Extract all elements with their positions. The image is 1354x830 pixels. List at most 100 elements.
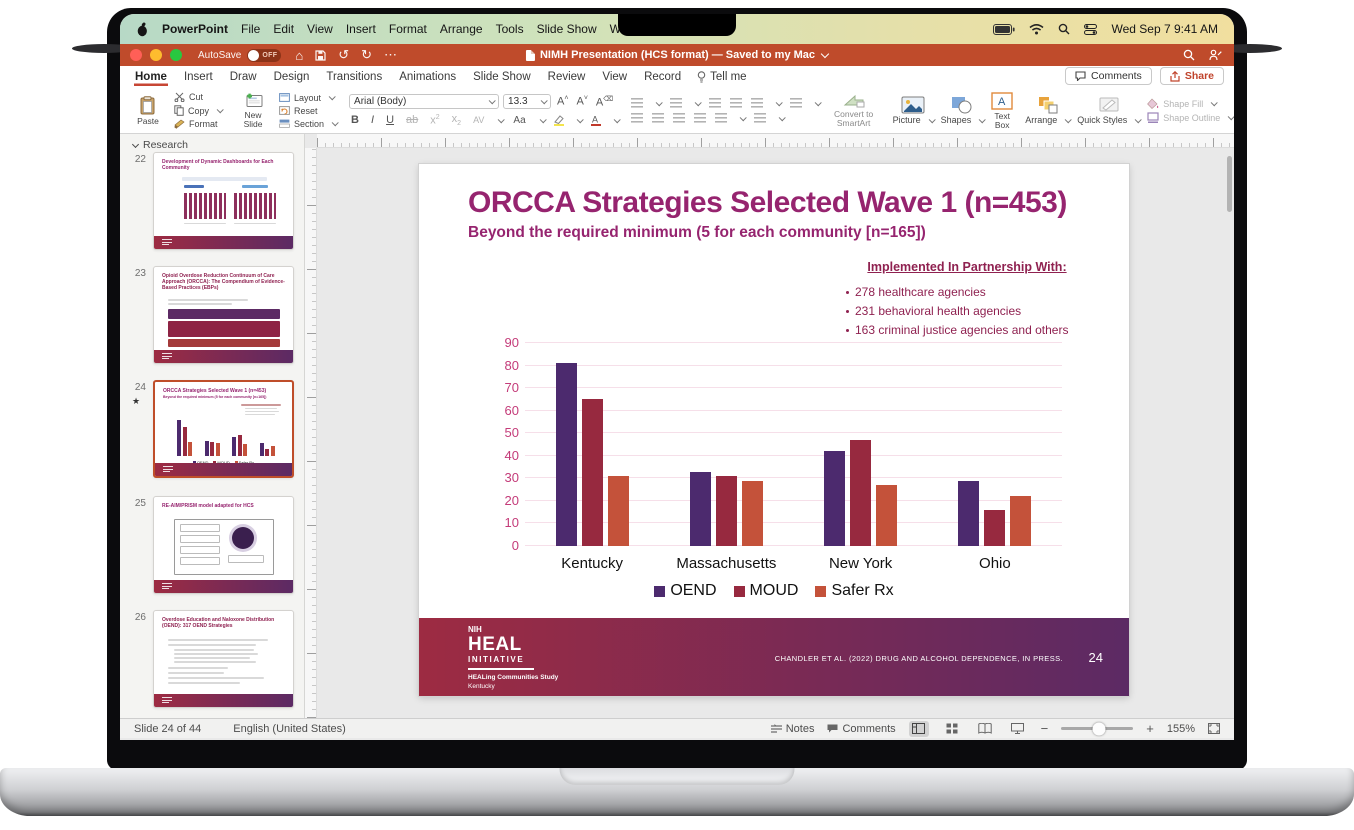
arrange-button[interactable]: Arrange [1025,96,1072,125]
home-icon[interactable]: ⌂ [295,47,304,63]
justify-icon[interactable] [693,113,706,123]
align-text-icon[interactable] [753,113,766,123]
character-spacing-button[interactable]: AV [473,115,485,125]
convert-smartart-button[interactable]: Convert to SmartArt [827,94,881,128]
cut-button[interactable]: Cut [174,92,222,102]
zoom-window-button[interactable] [170,49,182,61]
reading-view-button[interactable] [975,721,995,737]
more-commands-icon[interactable]: ⋯ [384,47,398,62]
text-direction-icon[interactable] [714,113,727,123]
slide-canvas[interactable]: ORCCA Strategies Selected Wave 1 (n=453)… [419,164,1129,696]
picture-button[interactable]: Picture [893,96,936,125]
italic-button[interactable]: I [371,114,375,126]
align-right-icon[interactable] [672,113,685,123]
slide-sorter-view-button[interactable] [942,721,962,737]
slide-footer[interactable]: NIH HEAL INITIATIVE HEALing Communities … [419,618,1129,696]
bar-oend-ohio[interactable] [958,480,980,546]
numbering-icon[interactable] [669,98,682,108]
decrease-indent-icon[interactable] [708,98,721,108]
share-button[interactable]: Share [1159,67,1224,85]
tab-home[interactable]: Home [134,69,168,86]
menu-arrange[interactable]: Arrange [439,22,483,36]
strikethrough-button[interactable]: ab [406,114,419,126]
bar-safer-rx-new-york[interactable] [876,485,898,546]
bar-moud-massachusetts[interactable] [715,476,737,546]
language-selector[interactable]: English (United States) [233,722,346,735]
bar-oend-new-york[interactable] [824,451,846,546]
slide-thumbnail-26[interactable]: Overdose Education and Naloxone Distribu… [153,610,294,708]
titlebar-search-icon[interactable] [1183,49,1195,61]
save-icon[interactable] [315,49,326,61]
tab-animations[interactable]: Animations [399,70,457,83]
line-spacing-icon[interactable] [750,98,763,108]
statusbar-comments-button[interactable]: Comments [827,723,896,735]
slide-counter[interactable]: Slide 24 of 44 [134,722,202,735]
menu-edit[interactable]: Edit [273,22,295,36]
bar-chart[interactable]: 0 10 20 30 40 50 60 70 80 90 Kentucky Massachusett… [497,335,1062,572]
bar-oend-kentucky[interactable] [555,363,577,546]
tab-transitions[interactable]: Transitions [326,70,383,83]
slide-thumbnail-23[interactable]: Opioid Overdose Reduction Continuum of C… [153,266,294,364]
tab-slide-show[interactable]: Slide Show [473,70,531,83]
document-title[interactable]: NIMH Presentation (HCS format) — Saved t… [525,49,830,61]
font-name-combo[interactable]: Arial (Body) [349,93,500,109]
copy-button[interactable]: Copy [174,105,224,116]
section-header-research[interactable]: Research [129,139,188,151]
underline-button[interactable]: U [386,114,395,126]
zoom-percentage[interactable]: 155% [1166,722,1195,735]
bar-oend-massachusetts[interactable] [689,471,711,546]
fit-slide-button[interactable] [1208,723,1220,734]
normal-view-button[interactable] [908,720,929,737]
zoom-out-button[interactable]: − [1040,721,1049,736]
control-center-icon[interactable] [1084,23,1098,35]
font-size-combo[interactable]: 13.3 [503,93,552,109]
zoom-slider-thumb[interactable] [1092,722,1106,735]
minimize-window-button[interactable] [150,49,162,61]
menu-insert[interactable]: Insert [345,22,376,36]
bar-safer-rx-kentucky[interactable] [607,476,629,546]
zoom-slider[interactable] [1061,722,1134,735]
text-box-button[interactable]: A Text Box [991,91,1013,130]
bar-moud-new-york[interactable] [850,440,872,546]
bold-button[interactable]: B [351,114,359,126]
vertical-ruler[interactable] [305,148,317,718]
slide-thumbnail-24-selected[interactable]: ORCCA Strategies Selected Wave 1 (n=453)… [153,380,294,478]
grow-font-button[interactable]: A˄ [557,95,569,108]
tab-record[interactable]: Record [644,70,682,83]
reset-button[interactable]: Reset [279,106,337,116]
slide-thumbnail-25[interactable]: RE-AIM/PRISM model adapted for HCS [153,496,294,594]
slide-thumbnail-22[interactable]: Development of Dynamic Dashboards for Ea… [153,152,294,250]
menu-app-name[interactable]: PowerPoint [162,22,229,36]
tell-me-button[interactable]: Tell me [697,71,747,83]
format-painter-button[interactable]: Format [174,119,222,129]
search-icon[interactable] [1058,23,1070,35]
menu-slide-show[interactable]: Slide Show [536,22,597,36]
bar-safer-rx-ohio[interactable] [1010,496,1032,546]
autosave-toggle[interactable]: OFF [247,48,282,62]
tab-draw[interactable]: Draw [229,70,257,83]
subscript-button[interactable]: x2 [451,112,462,128]
bar-moud-ohio[interactable] [984,509,1006,546]
paste-button[interactable]: Paste [129,95,167,126]
wifi-icon[interactable] [1029,23,1044,35]
shape-outline-button[interactable]: Shape Outline [1147,112,1234,123]
columns-icon[interactable] [789,98,802,108]
change-case-button[interactable]: Aa [513,114,526,126]
zoom-in-button[interactable]: + [1146,721,1154,736]
notes-button[interactable]: Notes [770,723,814,735]
increase-indent-icon[interactable] [729,98,742,108]
comments-button[interactable]: Comments [1065,67,1152,85]
bullets-icon[interactable] [630,98,643,108]
quick-styles-button[interactable]: Quick Styles [1077,96,1142,125]
close-window-button[interactable] [130,49,142,61]
menu-view[interactable]: View [307,22,333,36]
slideshow-view-button[interactable] [1008,721,1028,737]
superscript-button[interactable]: x2 [430,113,440,127]
slide-subtitle[interactable]: Beyond the required minimum (5 for each … [468,224,926,241]
shapes-button[interactable]: Shapes [941,96,986,125]
highlight-color-button[interactable] [553,114,565,126]
menu-tools[interactable]: Tools [495,22,524,36]
tab-view[interactable]: View [602,70,628,83]
slide-title[interactable]: ORCCA Strategies Selected Wave 1 (n=453) [468,186,1067,219]
menu-format[interactable]: Format [388,22,427,36]
